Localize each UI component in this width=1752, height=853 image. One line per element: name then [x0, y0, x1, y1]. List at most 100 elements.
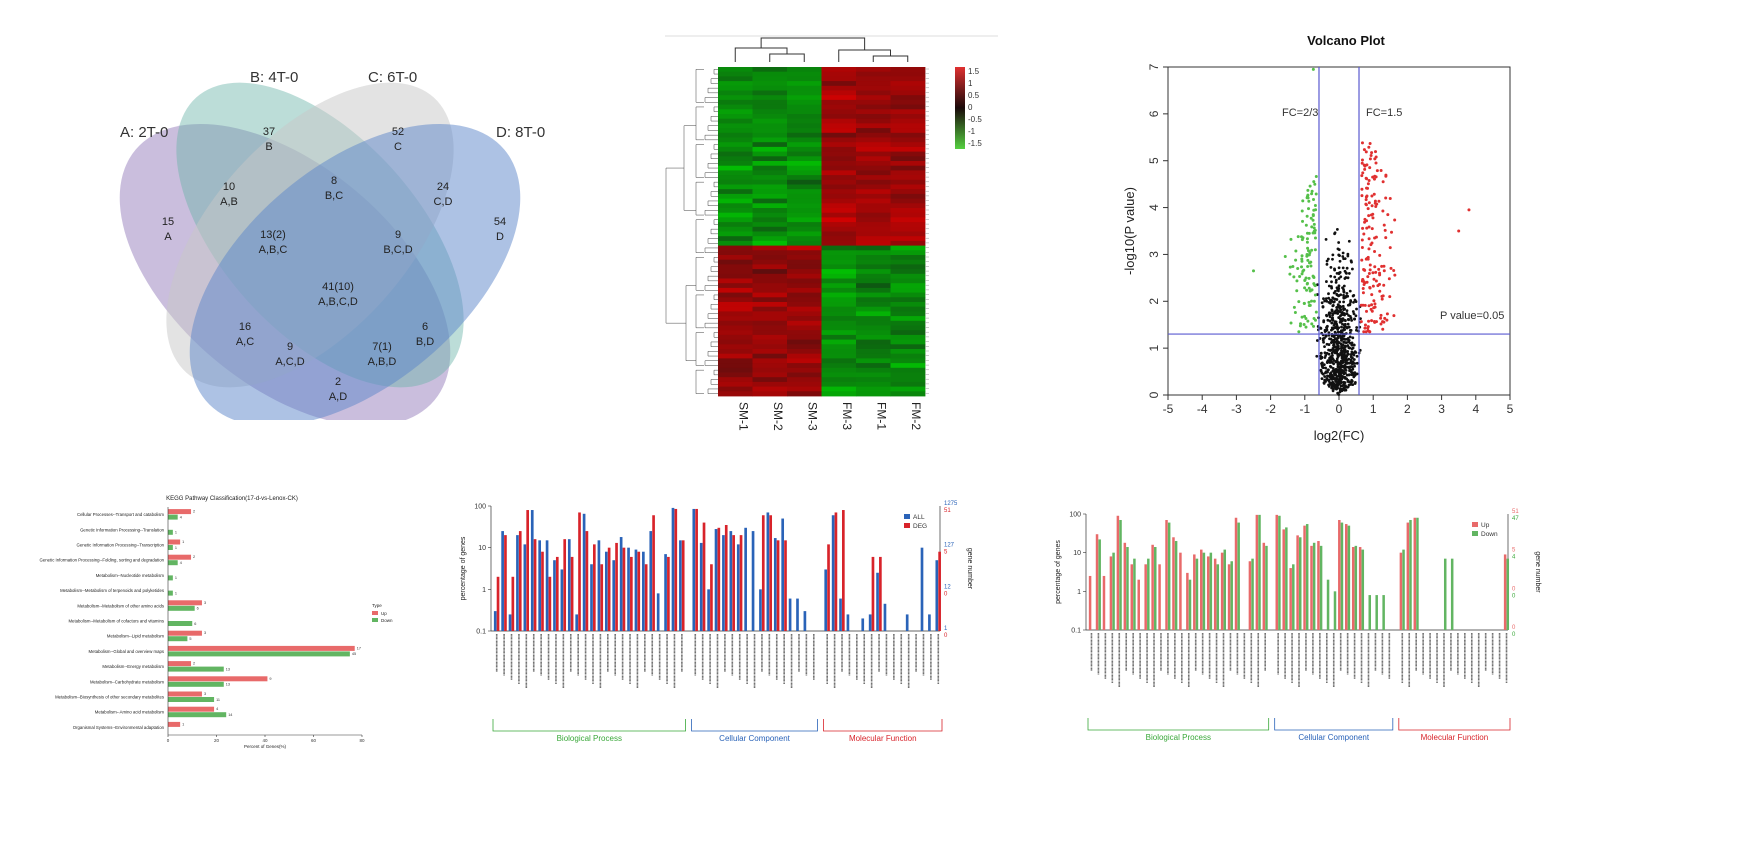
volcano-point	[1339, 351, 1343, 355]
go-bar-deg	[842, 510, 845, 631]
volcano-point	[1346, 344, 1350, 347]
volcano-point-down	[1300, 259, 1304, 263]
volcano-point-up	[1386, 213, 1390, 217]
heatmap-cell	[890, 132, 926, 138]
kegg-category-label: Genetic Information Processing--Folding,…	[40, 558, 165, 563]
volcano-point-down	[1313, 293, 1317, 297]
volcano-annotation-fc-up: FC=1.5	[1366, 107, 1402, 119]
heatmap-cell	[890, 85, 926, 91]
volcano-point-up	[1370, 151, 1374, 155]
heatmap-cell	[890, 212, 926, 218]
kegg-x-tick-label: 20	[214, 738, 220, 743]
go-bar-deg	[652, 515, 655, 631]
go-bar-all	[905, 614, 909, 631]
go-y-label: percentage of genes	[1055, 540, 1062, 604]
volcano-point	[1355, 307, 1358, 311]
heatmap-cell	[890, 146, 926, 152]
volcano-x-tick-label: 0	[1336, 402, 1343, 416]
go-bar-all	[642, 551, 645, 631]
heatmap-cell	[787, 264, 822, 270]
volcano-point-up	[1392, 314, 1396, 318]
volcano-point	[1322, 297, 1325, 301]
volcano-point-up	[1367, 304, 1371, 308]
heatmap-cell	[718, 377, 753, 383]
heatmap-cell	[752, 208, 788, 214]
volcano-point-up	[1365, 226, 1369, 230]
go-y-tick-label: 0.1	[1071, 628, 1081, 635]
volcano-point	[1345, 309, 1349, 313]
volcano-point	[1352, 300, 1355, 304]
kegg-bar-up-label: 9	[269, 677, 271, 681]
volcano-point-up	[1364, 195, 1368, 199]
volcano-point	[1328, 381, 1332, 385]
go-bar-all	[729, 531, 733, 631]
go-y2-tick-label-b: 0	[944, 591, 948, 597]
heatmap-cell	[752, 259, 788, 265]
heatmap-cell	[787, 71, 822, 77]
volcano-point-up	[1362, 268, 1366, 272]
venn-panel: A: 2T-0 B: 4T-0 C: 6T-0 D: 8T-0 15 A 37 B 52…	[0, 0, 600, 427]
volcano-point-up	[1388, 197, 1392, 201]
heatmap-cell	[890, 95, 926, 101]
go-bar-up	[1289, 568, 1292, 630]
go-bar-down	[1368, 595, 1371, 630]
volcano-point-down	[1310, 192, 1314, 196]
volcano-point	[1335, 227, 1339, 231]
go-bar-down	[1202, 552, 1206, 630]
volcano-point	[1334, 350, 1338, 354]
volcano-point-up	[1364, 150, 1368, 154]
heatmap-cell	[787, 302, 822, 308]
heatmap-cell	[856, 349, 891, 355]
go-bar-up	[1206, 556, 1210, 630]
go-bar-down	[1216, 564, 1220, 630]
go-bar-deg	[518, 531, 522, 631]
go-bar-down	[1409, 519, 1412, 630]
heatmap-cell	[856, 231, 891, 237]
heatmap-cell	[821, 67, 857, 73]
volcano-point-up	[1373, 199, 1377, 203]
heatmap-cell	[856, 320, 891, 326]
volcano-point	[1323, 336, 1326, 340]
heatmap-cell	[821, 302, 857, 308]
row-dendrogram-branch	[704, 134, 718, 141]
heatmap-cell	[718, 109, 753, 115]
venn-region-count: 15	[162, 216, 174, 228]
venn-region-count: 41(10)	[322, 281, 354, 293]
volcano-point-down	[1300, 265, 1304, 269]
go-bar-up	[1282, 529, 1285, 630]
row-dendrogram-branch	[710, 191, 718, 197]
go-y-tick-label: 100	[1069, 512, 1081, 519]
heatmap-cell	[752, 306, 788, 312]
volcano-point-down	[1308, 184, 1312, 188]
heatmap-cell	[787, 330, 822, 336]
volcano-point	[1341, 360, 1345, 364]
go-bar-up	[1102, 575, 1106, 630]
volcano-point-down	[1291, 264, 1295, 268]
volcano-point	[1333, 330, 1337, 334]
volcano-point-down	[1313, 284, 1317, 288]
volcano-point	[1341, 255, 1345, 258]
heatmap-cell	[821, 95, 857, 101]
volcano-point-up	[1365, 163, 1369, 167]
heatmap-column-label: FM-1	[874, 402, 888, 430]
volcano-point	[1342, 290, 1346, 294]
go-bar-all	[649, 531, 653, 631]
kegg-bar-down-label: 4	[180, 515, 182, 519]
volcano-point	[1324, 297, 1328, 300]
go-bar-deg	[548, 576, 552, 631]
volcano-point	[1347, 361, 1351, 365]
go-bar-up	[1338, 519, 1341, 630]
volcano-point-down	[1300, 238, 1304, 242]
go-bar-down	[1278, 515, 1281, 630]
heatmap-cell	[856, 330, 891, 336]
go-bar-deg	[511, 576, 515, 631]
volcano-point	[1355, 326, 1359, 329]
volcano-point	[1355, 354, 1359, 358]
volcano-point	[1320, 371, 1324, 375]
heatmap-cell	[752, 231, 788, 237]
heatmap-legend-tick: 0	[968, 103, 973, 112]
heatmap-cell	[787, 198, 822, 204]
volcano-point-up	[1370, 293, 1374, 297]
heatmap-cell	[787, 151, 822, 157]
volcano-point-down	[1301, 269, 1305, 273]
